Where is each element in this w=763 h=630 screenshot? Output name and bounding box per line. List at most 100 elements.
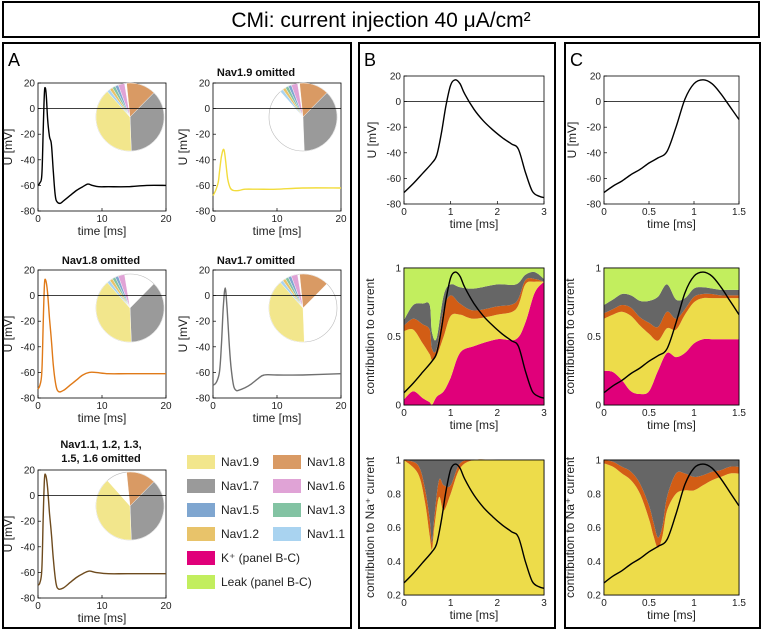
x-tick-label-b-u: 1 [448,207,454,218]
y-tick-label-a-no11: -20 [21,517,36,528]
area-nav17-b-c [404,271,544,353]
x-tick-label-a-no11: 20 [160,601,172,612]
x-axis-label-b-c: time [ms] [450,418,499,432]
x-axis-label-c-na: time [ms] [647,608,696,622]
axes-box-b-u [403,75,545,205]
u-overlay-b-na [403,463,545,589]
legend-label-9: Leak (panel B-C) [221,575,312,589]
legend-label-7: Nav1.1 [307,527,345,541]
y-tick-label-a-full: -40 [21,155,36,166]
pie-slice-nav16-no17 [291,274,304,309]
y-tick-label-b-c: 1 [395,264,401,275]
y-tick-label-a-no17: -60 [196,368,211,379]
x-tick-label-b-u: 3 [541,207,547,218]
x-tick-label-c-na: 0 [601,598,607,609]
y-tick-label-b-na: 0.4 [387,557,401,568]
x-axis-label-a-full: time [ms] [78,224,127,238]
legend-swatch-3 [273,479,301,493]
x-tick-label-c-u: 0 [601,207,607,218]
y-tick-label-c-u: -40 [587,148,602,159]
legend-label-6: Nav1.2 [221,527,259,541]
y-tick-label-c-na: 0.6 [587,523,601,534]
legend-swatch-0 [187,455,215,469]
u-overlay-c-na [603,463,740,584]
legend: Nav1.9 Nav1.8 Nav1.7 Nav1.6 Nav1.5 Nav1.3 Nav1… [187,455,345,589]
x-axis-label-c-u: time [ms] [647,217,696,231]
y-tick-label-b-u: 0 [395,97,401,108]
x-tick-label-a-no17: 10 [271,401,283,412]
y-axis-label-c-u: U [mV] [565,122,579,159]
u-overlay-c-c [603,271,740,394]
u-overlay-b-c [403,271,545,399]
x-tick-label-a-full: 10 [96,214,108,225]
legend-label-8: K⁺ (panel B-C) [221,551,300,565]
y-axis-label-a-full: U [mV] [1,129,15,166]
y-tick-label-a-no19: -20 [196,130,211,141]
x-tick-label-a-no17: 0 [210,401,216,412]
x-tick-label-b-c: 1 [448,408,454,419]
y-axis-label-a-no17: U [mV] [176,316,190,353]
pie-slice-nav19-full [95,91,132,152]
axes-b-c: 0 1 2 3 1 0.5 0 time [ms] contribution to curren… [363,264,547,433]
area-nav18-b-na [404,459,544,550]
legend-swatch-1 [273,455,301,469]
legend-label-3: Nav1.6 [307,479,345,493]
y-tick-label-a-no18: -40 [21,342,36,353]
y-axis-label-c-na: contribution to Na⁺ current [563,456,577,598]
y-tick-label-a-full: -20 [21,130,36,141]
y-tick-label-a-full: 0 [29,104,35,115]
x-axis-label-b-na: time [ms] [450,608,499,622]
y-tick-label-a-no18: -80 [21,394,36,405]
y-tick-label-c-na: 0.4 [587,557,601,568]
legend-swatch-8 [187,551,215,565]
x-tick-label-c-u: 1 [691,207,697,218]
x-tick-label-c-u: 1.5 [732,207,746,218]
subplot-title-no17: Nav1.7 omitted [217,255,295,267]
area-leak-b-c [404,268,544,341]
x-tick-label-c-u: 0.5 [642,207,656,218]
y-tick-label-c-u: -60 [587,174,602,185]
axes-frame-c-na [603,459,740,596]
x-tick-label-a-no19: 0 [210,214,216,225]
y-tick-label-a-no19: 20 [199,79,211,90]
trace-a-no18 [37,278,166,393]
x-axis-label-a-no11: time [ms] [78,611,127,625]
y-tick-label-a-no19: -40 [196,155,211,166]
x-tick-label-a-no19: 10 [271,214,283,225]
x-tick-label-c-c: 0 [601,408,607,419]
legend-swatch-6 [187,527,215,541]
y-tick-label-a-no17: 20 [199,266,211,277]
subplot-title-no11-line2: 1.5, 1.6 omitted [61,453,140,465]
y-tick-label-b-na: 0.6 [387,523,401,534]
axes-frame-c-c [603,267,740,406]
x-tick-label-b-c: 0 [401,408,407,419]
axes-c-c: 0 0.5 1 1.5 1 0.5 0 time [ms] contribution to cu… [563,264,746,433]
y-tick-label-b-c: 0.5 [387,332,401,343]
axes-a-no11: 0 10 20 20 0 -20 -40 -60 -80 time [ms] U [mV] [1,466,172,626]
x-tick-label-a-full: 0 [35,214,41,225]
area-leak-c-c [604,268,739,305]
y-tick-label-a-full: -80 [21,207,36,218]
title-box [2,1,760,38]
legend-label-0: Nav1.9 [221,455,259,469]
pie-slice-nav17-no19 [302,92,338,152]
pie-no11 [95,471,165,541]
y-tick-label-a-no11: -40 [21,542,36,553]
y-tick-label-a-no17: -80 [196,394,211,405]
trace-a-no17 [212,287,342,392]
x-axis-label-c-c: time [ms] [647,418,696,432]
x-tick-label-a-full: 20 [160,214,172,225]
legend-swatch-7 [273,527,301,541]
legend-swatch-9 [187,575,215,589]
x-tick-label-b-na: 1 [448,598,454,609]
area-nav17-c-c [604,284,739,328]
panel-a-letter: A [8,50,20,70]
y-tick-label-c-na: 1 [595,456,601,467]
x-tick-label-b-u: 2 [495,207,501,218]
trace-a-full [37,86,167,205]
panel-b-letter: B [364,50,376,70]
pie-full [95,82,165,152]
y-tick-label-c-c: 0 [595,401,601,412]
y-axis-label-a-no11: U [mV] [1,516,15,553]
